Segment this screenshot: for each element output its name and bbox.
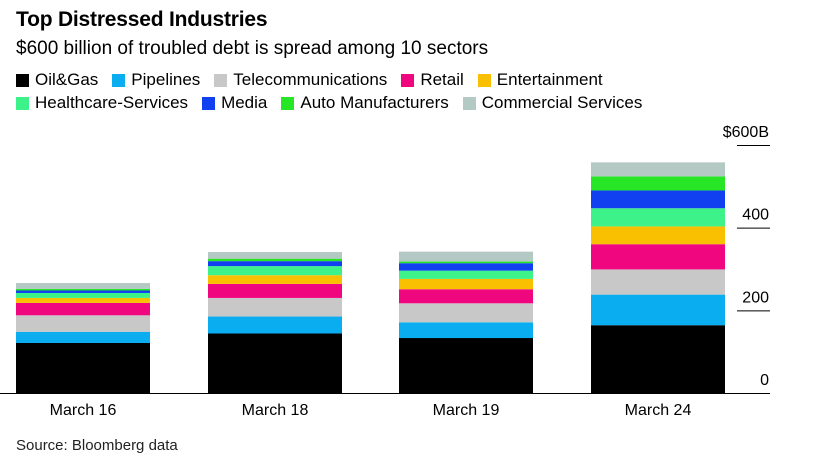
legend-item-auto-manufacturers: Auto Manufacturers [281,93,449,113]
legend-item-healthcare-services: Healthcare-Services [16,93,188,113]
legend-swatch [281,96,295,110]
legend-swatch [477,73,491,87]
legend-label: Auto Manufacturers [300,93,449,112]
bar-segment-telecommunications [399,303,533,323]
legend-item-pipelines: Pipelines [112,70,200,90]
legend-swatch [16,96,29,110]
legend-item-telecommunications: Telecommunications [214,70,387,90]
x-category-label: March 16 [50,402,117,419]
bar-segment-commercial-services [591,162,725,177]
x-category-label: March 18 [242,402,309,419]
bar-segment-entertainment [16,297,150,303]
bar-segment-auto-manufacturers [399,261,533,264]
bar-segment-pipelines [591,294,725,326]
legend-swatch [202,96,216,110]
bar-segment-telecommunications [208,297,342,317]
bar-segment-media [208,261,342,267]
bar-segment-telecommunications [16,315,150,332]
bar-segment-commercial-services [208,252,342,259]
bar-segment-media [16,290,150,293]
bar-segment-retail [16,302,150,316]
bar-segment-oil-gas [16,342,150,393]
x-category-label: March 24 [625,402,692,419]
legend-item-media: Media [202,93,267,113]
legend-label: Retail [420,70,464,89]
bar-segment-media [591,190,725,209]
bar-segment-pipelines [16,331,150,343]
legend-label: Healthcare-Services [35,93,189,112]
legend-item-commercial-services: Commercial Services [462,93,643,113]
legend-label: Media [221,93,268,112]
legend-row-2: Healthcare-Services Media Auto Manufacture… [16,93,806,113]
y-tick-label: $600B [723,124,769,141]
bar-segment-entertainment [399,278,533,290]
bar-segment-pipelines [208,316,342,334]
bar-segment-entertainment [208,275,342,284]
legend-swatch [462,96,476,110]
bar-segment-commercial-services [399,251,533,262]
bar-segment-healthcare-services [591,208,725,227]
bar-segment-retail [399,289,533,304]
bar-segment-oil-gas [208,333,342,393]
bar-segment-retail [208,283,342,298]
x-category-label: March 19 [433,402,500,419]
legend-swatch [214,73,228,87]
bar-segment-retail [591,244,725,270]
bar-segment-media [399,263,533,271]
legend-swatch [401,73,415,87]
bar-segment-pipelines [399,322,533,339]
legend-swatch [16,73,29,87]
legend-label: Pipelines [131,70,201,89]
chart-title: Top Distressed Industries [16,8,268,31]
chart-subtitle: $600 billion of troubled debt is spread … [16,38,489,59]
bar-segment-healthcare-services [16,292,150,298]
legend-row-1: Oil&Gas Pipelines Telecommunications Retail… [16,70,806,90]
legend-swatch [112,73,126,87]
legend-label: Commercial Services [481,93,643,112]
bar-segment-entertainment [591,226,725,245]
bar-segment-telecommunications [591,269,725,295]
legend-label: Telecommunications [233,70,388,89]
legend-label: Oil&Gas [35,70,99,89]
source-note: Source: Bloomberg data [16,437,178,454]
bar-segment-commercial-services [16,283,150,289]
y-tick-label: 400 [742,207,769,224]
y-tick-label: 0 [760,372,769,389]
legend-item-entertainment: Entertainment [477,70,603,90]
bar-segment-auto-manufacturers [16,288,150,291]
legend-item-retail: Retail [401,70,464,90]
bar-segment-auto-manufacturers [208,258,342,262]
bar-segment-healthcare-services [208,266,342,276]
y-tick-label: 200 [742,289,769,306]
bar-segment-oil-gas [399,338,533,393]
bar-segment-oil-gas [591,325,725,393]
legend-item-oil-gas: Oil&Gas [16,70,98,90]
bar-segment-healthcare-services [399,270,533,279]
bar-segment-auto-manufacturers [591,176,725,191]
legend-label: Entertainment [496,70,603,89]
